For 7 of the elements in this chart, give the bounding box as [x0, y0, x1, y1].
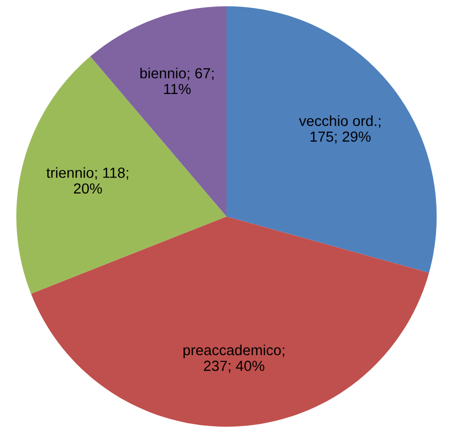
slice-label: preaccademico; 237; 40% — [183, 344, 284, 373]
slice-label: vecchio ord.; 175; 29% — [299, 115, 380, 144]
pie-slice — [226, 6, 437, 273]
pie-slice — [31, 216, 430, 427]
slice-label: biennio; 67; 11% — [140, 68, 214, 94]
slice-label: triennio; 118; 20% — [46, 167, 128, 194]
pie-slice — [16, 56, 226, 294]
